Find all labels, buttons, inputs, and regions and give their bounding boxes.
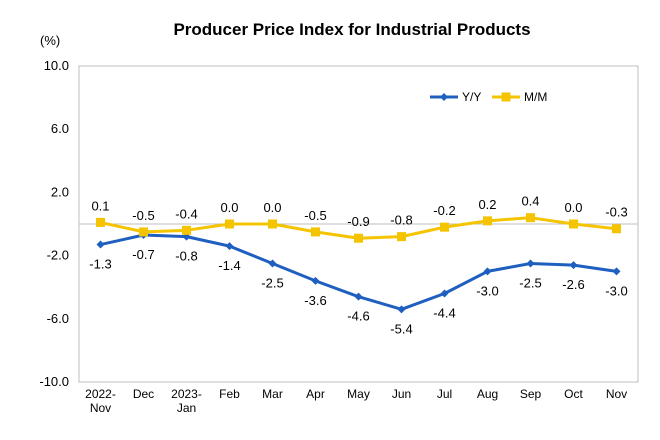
data-point xyxy=(225,242,234,251)
data-point xyxy=(526,259,535,268)
data-point xyxy=(311,276,320,285)
data-label: 0.2 xyxy=(478,197,496,212)
x-tick-label: 2023- xyxy=(171,387,202,401)
data-label: -2.5 xyxy=(519,276,541,291)
data-label: -3.6 xyxy=(304,293,326,308)
x-tick-label: Aug xyxy=(477,387,498,401)
x-tick-label: Sep xyxy=(520,387,542,401)
data-label: -2.5 xyxy=(261,276,283,291)
data-label: -4.4 xyxy=(433,306,455,321)
data-point xyxy=(225,219,234,229)
x-tick-label: Jan xyxy=(177,401,196,415)
data-point xyxy=(483,267,492,276)
data-point xyxy=(397,305,406,314)
series-m-m: 0.1 -0.5 -0.4 0.0 0.0 -0.5 -0.9 -0.8 -0.2 0.2 0.4 0… xyxy=(91,194,628,243)
x-tick-label: Jul xyxy=(437,387,452,401)
data-label: -4.6 xyxy=(347,309,369,324)
y-tick-label: 10.0 xyxy=(44,58,69,73)
y-tick-label: 2.0 xyxy=(51,184,69,199)
x-tick-label: Nov xyxy=(606,387,627,401)
y-tick-label: -10.0 xyxy=(39,374,69,389)
data-label: -0.4 xyxy=(175,206,197,221)
data-label: -0.9 xyxy=(347,214,369,229)
data-label: -0.5 xyxy=(132,208,154,223)
y-tick-label: 6.0 xyxy=(51,121,69,136)
series-layer: -1.3 -0.7 -0.8 -1.4 -2.5 -3.6 -4.6 -5.4 -4.4 -3.0… xyxy=(89,194,627,337)
x-tick-label: Nov xyxy=(90,401,111,415)
data-point xyxy=(96,217,105,227)
data-point xyxy=(440,222,449,232)
data-label: -0.8 xyxy=(175,249,197,264)
data-point xyxy=(569,219,578,229)
data-label: -0.3 xyxy=(605,205,627,220)
data-label: -0.5 xyxy=(304,208,326,223)
x-tick-label: Oct xyxy=(564,387,583,401)
data-label: 0.0 xyxy=(220,200,238,215)
data-label: -3.0 xyxy=(605,283,627,298)
data-point xyxy=(96,240,105,249)
data-label: -3.0 xyxy=(476,283,498,298)
data-point xyxy=(354,292,363,301)
x-tick-label: Apr xyxy=(306,387,325,401)
data-label: 0.4 xyxy=(521,194,539,209)
legend-label: M/M xyxy=(524,90,547,104)
y-tick-label: -6.0 xyxy=(47,311,69,326)
legend-label: Y/Y xyxy=(462,90,481,104)
data-point xyxy=(354,233,363,243)
data-point xyxy=(182,225,191,235)
y-tick-label: -2.0 xyxy=(47,248,69,263)
data-label: -0.8 xyxy=(390,213,412,228)
data-point xyxy=(311,227,320,237)
data-point xyxy=(569,261,578,270)
data-label: 0.0 xyxy=(263,200,281,215)
legend-marker xyxy=(501,92,511,102)
data-label: -2.6 xyxy=(562,277,584,292)
data-label: -1.3 xyxy=(89,257,111,272)
data-point xyxy=(526,213,535,223)
x-tick-label: Mar xyxy=(262,387,283,401)
data-label: 0.1 xyxy=(91,198,109,213)
x-tick-label: Dec xyxy=(133,387,154,401)
data-point xyxy=(483,216,492,226)
chart-title: Producer Price Index for Industrial Prod… xyxy=(173,20,530,39)
data-point xyxy=(612,267,621,276)
legend-marker xyxy=(440,93,448,101)
legend: Y/Y M/M xyxy=(430,90,547,104)
data-label: -1.4 xyxy=(218,258,240,273)
data-point xyxy=(440,289,449,298)
data-point xyxy=(268,259,277,268)
x-tick-label: Feb xyxy=(219,387,240,401)
data-point xyxy=(139,227,148,237)
data-label: -0.7 xyxy=(132,247,154,262)
data-label: -5.4 xyxy=(390,321,412,336)
x-tick-label: Jun xyxy=(392,387,411,401)
x-tick-label: May xyxy=(347,387,370,401)
data-point xyxy=(268,219,277,229)
data-point xyxy=(397,232,406,242)
data-label: -0.2 xyxy=(433,203,455,218)
series-y-y: -1.3 -0.7 -0.8 -1.4 -2.5 -3.6 -4.6 -5.4 -4.4 -3.0… xyxy=(89,231,628,336)
data-label: 0.0 xyxy=(564,200,582,215)
x-tick-label: 2022- xyxy=(85,387,116,401)
data-point xyxy=(612,224,621,234)
y-axis-unit-label: (%) xyxy=(40,33,60,48)
